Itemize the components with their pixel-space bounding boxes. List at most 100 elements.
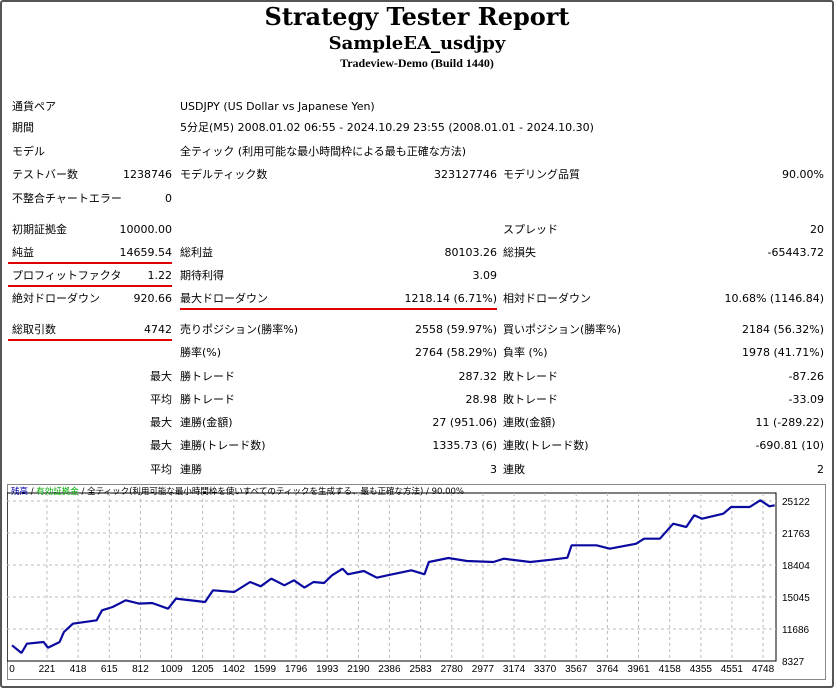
y-tick-label: 25122 <box>782 497 810 508</box>
stat-label: 平均 <box>150 463 172 476</box>
stat-value: 287.32 <box>458 370 498 383</box>
stat-label: 売りポジション(勝率%) <box>180 323 299 336</box>
x-tick-label: 4158 <box>659 664 682 675</box>
x-tick-label: 0 <box>9 664 15 675</box>
stat-value: 27 (951.06) <box>432 416 497 429</box>
legend-item: 全ティック(利用可能な最小時間枠を使いすべてのティックを生成する、最も正確な方法… <box>87 486 423 497</box>
stat-value: 80103.26 <box>444 246 498 259</box>
stat-value: 1218.14 (6.71%) <box>404 292 497 305</box>
stat-row: プロフィットファクタ 1.22 期待利得 3.09 <box>0 266 834 286</box>
stat-label: 最大 <box>150 416 172 429</box>
stat-row: 純益 14659.54 総利益 80103.26 総損失 -65443.72 <box>0 243 834 263</box>
stat-value: 20 <box>810 223 824 236</box>
x-tick-label: 3174 <box>503 664 526 675</box>
x-tick-label: 1796 <box>285 664 308 675</box>
underline-net-profit <box>8 262 172 264</box>
stat-label: 連敗 <box>503 463 525 476</box>
x-tick-label: 2386 <box>378 664 401 675</box>
stat-row: 最大 連勝(金額) 27 (951.06) 連敗(金額) 11 (-289.22) <box>0 413 834 433</box>
legend-item: 有効証拠金 <box>36 486 79 497</box>
stat-label: 絶対ドローダウン <box>12 292 100 305</box>
legend-separator: / <box>423 487 431 497</box>
stat-value: 1238746 <box>123 168 172 181</box>
chart-legend: 残高 / 有効証拠金 / 全ティック(利用可能な最小時間枠を使いすべてのティック… <box>11 486 464 497</box>
stat-label: 勝トレード <box>180 393 235 406</box>
stat-label: 連勝 <box>180 463 202 476</box>
balance-chart: 8327 11686 15045 18404 21763 25122 0 221 418 615 8… <box>7 484 826 680</box>
x-tick-label: 3764 <box>596 664 619 675</box>
x-tick-label: 2977 <box>472 664 495 675</box>
x-tick-label: 615 <box>101 664 118 675</box>
stat-label: プロフィットファクタ <box>12 269 122 282</box>
report-title: Strategy Tester Report <box>264 2 570 31</box>
chart-border <box>7 484 826 680</box>
stat-value: 1.22 <box>147 269 173 282</box>
stat-label: 総損失 <box>503 246 536 259</box>
x-tick-label: 4551 <box>721 664 744 675</box>
stat-label: 初期証拠金 <box>12 223 67 236</box>
stat-value: 2 <box>817 463 824 476</box>
stat-row: 初期証拠金 10000.00 スプレッド 20 <box>0 220 834 240</box>
stat-label: 期待利得 <box>180 269 224 282</box>
info-value: USDJPY (US Dollar vs Japanese Yen) <box>180 100 375 113</box>
stat-label: 負率 (%) <box>503 346 548 359</box>
stat-value: -690.81 (10) <box>755 439 824 452</box>
stat-label: スプレッド <box>503 223 558 236</box>
stat-row: 絶対ドローダウン 920.66 最大ドローダウン 1218.14 (6.71%) 相対ド… <box>0 289 834 309</box>
info-row: 通貨ペア USDJPY (US Dollar vs Japanese Yen) <box>0 97 834 117</box>
x-tick-label: 4748 <box>752 664 775 675</box>
stat-label: テストバー数 <box>12 168 78 181</box>
y-tick-label: 18404 <box>782 561 810 572</box>
info-value: 5分足(M5) 2008.01.02 06:55 - 2024.10.29 23… <box>180 121 594 134</box>
stat-label: 敗トレード <box>503 393 558 406</box>
stat-value: 3 <box>490 463 497 476</box>
x-tick-label: 4355 <box>690 664 713 675</box>
stat-label: 総取引数 <box>12 323 56 336</box>
stat-row: 総取引数 4742 売りポジション(勝率%) 2558 (59.97%) 買いポジション… <box>0 320 834 340</box>
stat-value: -87.26 <box>788 370 824 383</box>
stat-value: 1978 (41.71%) <box>741 346 824 359</box>
stat-label: モデリング品質 <box>503 168 580 181</box>
info-label: モデル <box>12 145 45 158</box>
x-tick-label: 3567 <box>565 664 588 675</box>
stat-label: 最大 <box>150 439 172 452</box>
x-tick-label: 1009 <box>160 664 183 675</box>
info-label: 通貨ペア <box>12 100 56 113</box>
x-tick-label: 1993 <box>316 664 339 675</box>
stat-value: 4742 <box>144 323 172 336</box>
stat-value: 10.68% (1146.84) <box>724 292 824 305</box>
stat-value: 2558 (59.97%) <box>414 323 497 336</box>
stat-value: 28.98 <box>465 393 498 406</box>
stat-label: 買いポジション(勝率%) <box>503 323 622 336</box>
x-tick-label: 1402 <box>223 664 246 675</box>
x-tick-label: 2583 <box>409 664 432 675</box>
stat-label: 連敗(金額) <box>503 416 556 429</box>
stat-label: 最大ドローダウン <box>180 292 268 305</box>
y-tick-label: 11686 <box>782 625 810 636</box>
legend-item: 90.00% <box>432 487 464 497</box>
y-tick-label: 15045 <box>782 593 810 604</box>
stat-row: 不整合チャートエラー 0 <box>0 189 834 209</box>
stat-label: 相対ドローダウン <box>503 292 591 305</box>
stat-label: モデルティック数 <box>180 168 268 181</box>
stat-row: テストバー数 1238746 モデルティック数 323127746 モデリング品質 90.… <box>0 165 834 185</box>
x-tick-label: 3370 <box>534 664 557 675</box>
stat-value: -65443.72 <box>767 246 824 259</box>
info-label: 期間 <box>12 121 34 134</box>
stat-label: 敗トレード <box>503 370 558 383</box>
x-tick-label: 2780 <box>441 664 464 675</box>
stat-label: 最大 <box>150 370 172 383</box>
info-row: モデル 全ティック (利用可能な最小時間枠による最も正確な方法) <box>0 142 834 162</box>
underline-max-drawdown <box>180 308 497 310</box>
underline-total-trades <box>8 339 172 341</box>
legend-separator: / <box>79 487 87 497</box>
stat-value: 920.66 <box>133 292 173 305</box>
stat-value: 323127746 <box>434 168 497 181</box>
y-tick-label: 8327 <box>782 657 805 668</box>
stat-label: 勝トレード <box>180 370 235 383</box>
x-tick-label: 812 <box>132 664 149 675</box>
info-row: 期間 5分足(M5) 2008.01.02 06:55 - 2024.10.29 … <box>0 118 834 138</box>
legend-separator: / <box>28 487 36 497</box>
server-build: Tradeview-Demo (Build 1440) <box>340 56 494 70</box>
